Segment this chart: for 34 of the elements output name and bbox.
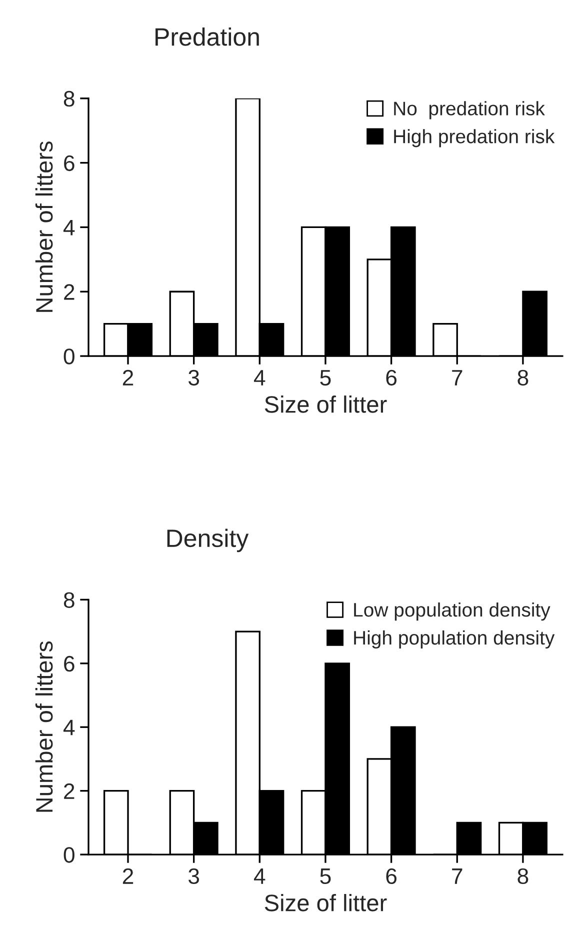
chart-title: Predation: [156, 27, 259, 46]
x-tick-label: 2: [122, 370, 134, 386]
y-axis-title: Number of litters: [35, 641, 53, 812]
legend-label: High predation risk: [394, 129, 555, 148]
x-tick-label: 3: [188, 868, 200, 884]
x-tick-label: 7: [452, 370, 462, 386]
y-tick-label: 0: [64, 847, 74, 863]
y-tick-label: 8: [64, 90, 74, 107]
y-tick-label: 0: [64, 348, 74, 364]
x-tick-label: 6: [386, 370, 396, 386]
x-tick-label: 8: [518, 370, 528, 386]
y-tick-label: 6: [64, 656, 74, 672]
x-tick-label: 8: [518, 868, 528, 884]
x-tick-label: 6: [386, 868, 396, 884]
y-tick-label: 2: [64, 783, 74, 799]
y-axis-title: Number of litters: [35, 141, 53, 312]
legend-label: Low population density: [354, 602, 550, 621]
x-tick-label: 7: [452, 868, 462, 884]
y-tick-label: 6: [64, 155, 74, 172]
legend-label: High population density: [354, 630, 555, 649]
x-axis-title: Size of litter: [264, 396, 387, 413]
x-tick-label: 5: [320, 868, 331, 884]
y-tick-label: 2: [64, 284, 74, 300]
y-tick-label: 4: [63, 720, 75, 736]
x-tick-label: 4: [254, 868, 266, 884]
x-tick-label: 4: [254, 370, 266, 386]
y-tick-label: 4: [63, 220, 75, 236]
y-tick-label: 8: [64, 592, 74, 608]
x-tick-label: 2: [122, 868, 134, 884]
x-tick-label: 3: [188, 370, 200, 386]
x-axis-title: Size of litter: [264, 894, 387, 912]
x-tick-label: 5: [320, 370, 331, 386]
chart-title: Density: [167, 528, 249, 552]
legend-label: No predation risk: [394, 101, 545, 120]
